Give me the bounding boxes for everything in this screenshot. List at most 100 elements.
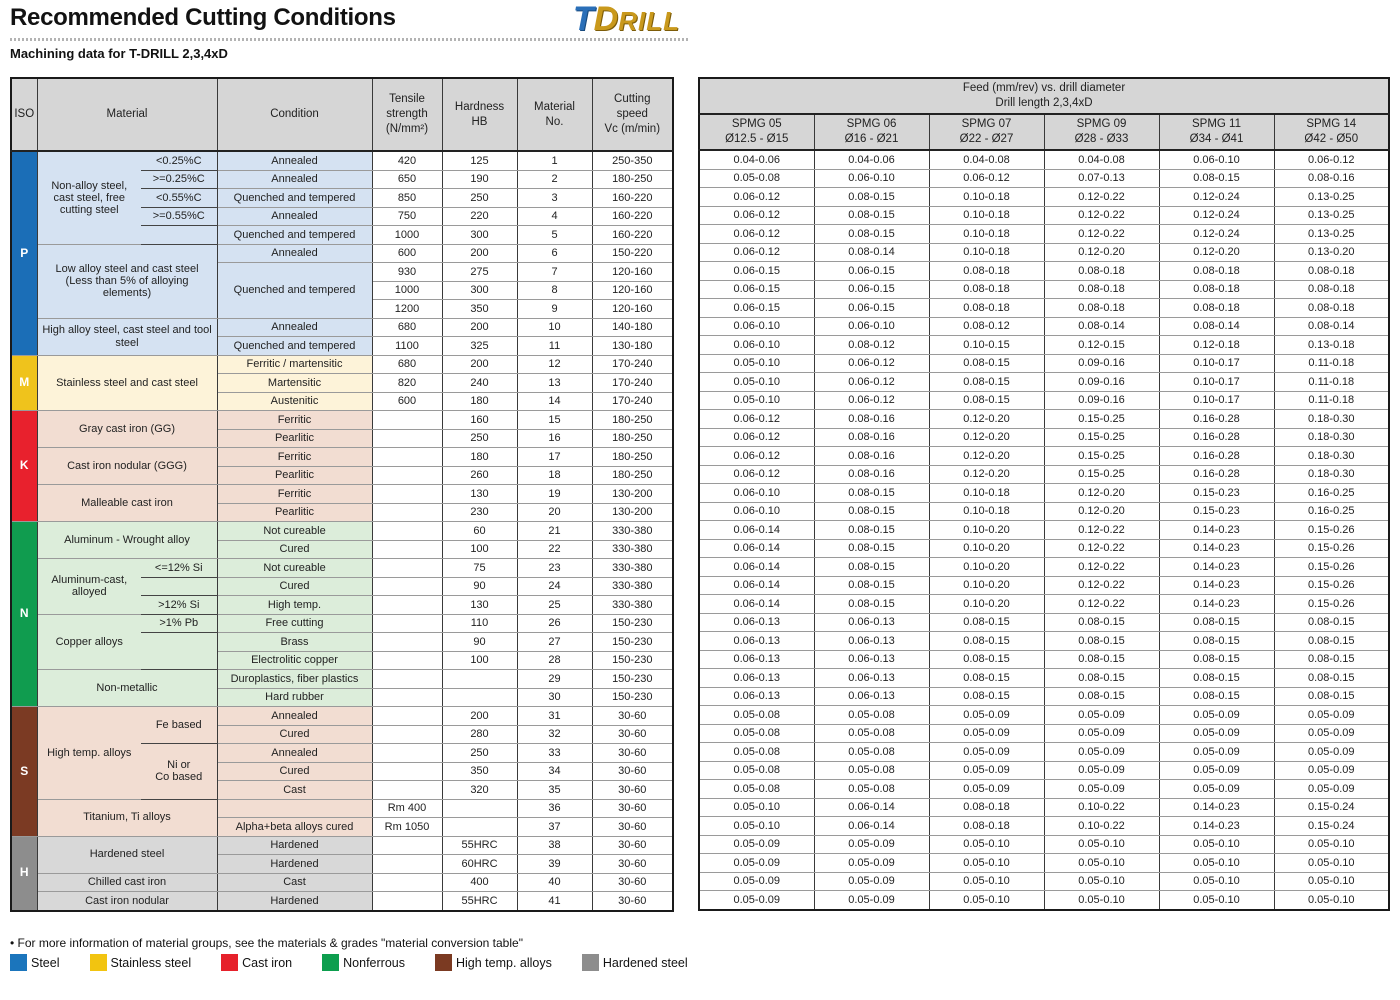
- cutting-speed-cell: 30-60: [591, 780, 674, 800]
- feed-cell: 0.05-0.09: [928, 705, 1045, 725]
- hardness-cell: 250: [441, 188, 518, 208]
- cutting-speed-cell: 150-230: [591, 650, 674, 670]
- material-table-row: Electrolitic copper 100 28 150-230: [11, 650, 674, 670]
- feed-table-row: 0.06-0.12 0.08-0.16 0.12-0.20 0.15-0.25 0.16…: [698, 446, 1390, 466]
- page-title: Recommended Cutting Conditions: [10, 4, 396, 31]
- material-no-cell: 24: [516, 576, 593, 596]
- hardness-cell: [441, 687, 518, 707]
- feed-cell: 0.16-0.28: [1158, 427, 1275, 447]
- feed-table-header-row: SPMG 05 Ø12.5 - Ø15 SPMG 06 Ø16 - Ø21 SPMG…: [698, 113, 1390, 151]
- feed-cell: 0.08-0.16: [813, 464, 930, 484]
- material-subgroup-cell: [141, 576, 218, 596]
- cutting-speed-cell: 140-180: [591, 317, 674, 337]
- cutting-speed-cell: 120-160: [591, 262, 674, 282]
- feed-cell: 0.06-0.10: [698, 483, 815, 503]
- feed-cell: 0.04-0.08: [1043, 149, 1160, 170]
- feed-table-row: 0.06-0.13 0.06-0.13 0.08-0.15 0.08-0.15 0.08…: [698, 631, 1390, 651]
- hardness-cell: 200: [441, 243, 518, 263]
- feed-column-header: SPMG 14 Ø42 - Ø50: [1273, 113, 1390, 151]
- material-no-cell: 36: [516, 798, 593, 818]
- cutting-speed-cell: 30-60: [591, 761, 674, 781]
- cutting-speed-cell: 30-60: [591, 724, 674, 744]
- feed-cell: 0.14-0.23: [1158, 557, 1275, 577]
- material-cell: Aluminum - Wrought alloy: [36, 521, 218, 559]
- feed-cell: 0.16-0.25: [1273, 501, 1390, 521]
- feed-table-row: 0.05-0.08 0.05-0.08 0.05-0.09 0.05-0.09 0.05…: [698, 742, 1390, 762]
- feed-cell: 0.06-0.13: [698, 631, 815, 651]
- feed-cell: 0.12-0.22: [1043, 187, 1160, 207]
- condition-cell: Duroplastics, fiber plastics: [216, 669, 373, 689]
- feed-cell: 0.05-0.09: [1158, 742, 1275, 762]
- legend-swatch: [89, 954, 107, 971]
- tensile-strength-cell: 930: [371, 262, 443, 282]
- material-cell: Titanium, Ti alloys: [36, 798, 218, 837]
- feed-cell: 0.05-0.09: [1043, 705, 1160, 725]
- feed-cell: 0.06-0.13: [813, 686, 930, 706]
- hardness-cell: 75: [441, 558, 518, 578]
- material-table-row: Pearlitic 230 20 130-200: [11, 502, 674, 522]
- feed-cell: 0.10-0.22: [1043, 797, 1160, 817]
- material-no-cell: 19: [516, 484, 593, 504]
- feed-cell: 0.06-0.14: [698, 557, 815, 577]
- material-subgroup-cell: >=0.55%C: [141, 206, 218, 226]
- header-material: Material: [36, 77, 218, 152]
- feed-cell: 0.15-0.24: [1273, 816, 1390, 836]
- feed-cell: 0.09-0.16: [1043, 353, 1160, 373]
- feed-cell: 0.06-0.15: [698, 279, 815, 299]
- feed-cell: 0.10-0.20: [928, 520, 1045, 540]
- tensile-strength-cell: [371, 891, 443, 911]
- hardness-cell: 200: [441, 354, 518, 374]
- feed-column-header: SPMG 07 Ø22 - Ø27: [928, 113, 1045, 151]
- legend-label: Steel: [31, 955, 60, 970]
- feed-cell: 0.06-0.12: [698, 464, 815, 484]
- material-no-cell: 31: [516, 706, 593, 726]
- legend-swatch: [322, 954, 340, 971]
- feed-cell: 0.15-0.23: [1158, 501, 1275, 521]
- feed-cell: 0.05-0.08: [698, 760, 815, 780]
- material-table-row: Cured 90 24 330-380: [11, 576, 674, 596]
- feed-cell: 0.08-0.15: [1158, 649, 1275, 669]
- feed-cell: 0.10-0.18: [928, 242, 1045, 262]
- material-table-row: >=0.25%C Annealed 650 190 2 180-250: [11, 169, 674, 189]
- feed-cell: 0.05-0.09: [928, 742, 1045, 762]
- material-table-row: High alloy steel, cast steel and tool st…: [11, 317, 674, 356]
- material-no-cell: 2: [516, 169, 593, 189]
- feed-table-row: 0.06-0.12 0.08-0.16 0.12-0.20 0.15-0.25 0.16…: [698, 464, 1390, 484]
- condition-cell: Cured: [216, 539, 373, 559]
- hardness-cell: 90: [441, 576, 518, 596]
- feed-cell: 0.05-0.09: [1158, 760, 1275, 780]
- feed-cell: 0.05-0.10: [698, 797, 815, 817]
- condition-cell: Annealed: [216, 169, 373, 189]
- tensile-strength-cell: [371, 502, 443, 522]
- hardness-cell: 200: [441, 317, 518, 337]
- feed-cell: 0.12-0.15: [1043, 335, 1160, 355]
- feed-cell: 0.06-0.12: [698, 205, 815, 225]
- subtitle: Machining data for T-DRILL 2,3,4xD: [10, 46, 228, 61]
- material-no-cell: 17: [516, 447, 593, 467]
- cutting-speed-cell: 160-220: [591, 225, 674, 245]
- condition-cell: Electrolitic copper: [216, 650, 373, 670]
- feed-cell: 0.05-0.09: [1273, 705, 1390, 725]
- feed-cell: 0.06-0.12: [1273, 149, 1390, 170]
- material-table-row: Alpha+beta alloys cured Rm 1050 37 30-60: [11, 817, 674, 837]
- cutting-speed-cell: 330-380: [591, 595, 674, 615]
- feed-cell: 0.06-0.14: [813, 797, 930, 817]
- tensile-strength-cell: [371, 539, 443, 559]
- feed-cell: 0.10-0.20: [928, 538, 1045, 558]
- iso-group-cell: N: [10, 521, 38, 707]
- feed-table-row: 0.06-0.15 0.06-0.15 0.08-0.18 0.08-0.18 0.08…: [698, 298, 1390, 318]
- feed-cell: 0.05-0.10: [698, 372, 815, 392]
- legend-item: Stainless steel: [89, 954, 191, 971]
- material-no-cell: 28: [516, 650, 593, 670]
- condition-cell: Cured: [216, 761, 373, 781]
- material-table-row: Ni or Co based Annealed 250 33 30-60: [11, 743, 674, 800]
- material-cell: Gray cast iron (GG): [36, 410, 218, 448]
- feed-cell: 0.08-0.15: [928, 353, 1045, 373]
- feed-cell: 0.05-0.09: [1158, 705, 1275, 725]
- feed-cell: 0.15-0.26: [1273, 594, 1390, 614]
- hardness-cell: 90: [441, 632, 518, 652]
- condition-cell: Not cureable: [216, 558, 373, 578]
- hardness-cell: 240: [441, 373, 518, 393]
- feed-cell: 0.06-0.14: [813, 816, 930, 836]
